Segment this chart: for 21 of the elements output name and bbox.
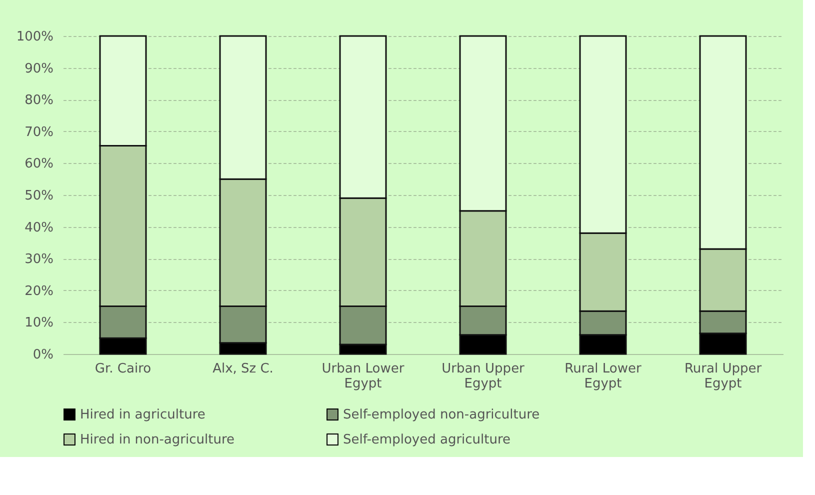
y-tick-label: 100% bbox=[16, 30, 54, 44]
y-tick-label: 50% bbox=[24, 188, 54, 204]
y-tick-label: 20% bbox=[24, 284, 54, 299]
y-tick-label: 60% bbox=[24, 156, 54, 172]
y-tick-label: 30% bbox=[24, 252, 54, 268]
legend-label: Self-employed non-agriculture bbox=[343, 408, 540, 423]
x-tick-label: Rural Lower Egypt bbox=[564, 362, 642, 392]
x-tick-label: Alx, Sz C. bbox=[212, 362, 274, 376]
legend-label: Hired in agriculture bbox=[80, 408, 206, 423]
legend-label: Hired in non-agriculture bbox=[80, 432, 235, 448]
y-tick-label: 40% bbox=[24, 220, 54, 236]
x-tick-label: Urban Upper Egypt bbox=[442, 362, 526, 392]
y-tick-label: 70% bbox=[24, 124, 54, 140]
x-tick-label: Gr. Cairo bbox=[94, 362, 152, 376]
y-tick-label: 10% bbox=[24, 316, 54, 331]
y-tick-label: 80% bbox=[24, 93, 54, 108]
y-tick-label: 90% bbox=[24, 61, 54, 76]
legend-label: Self-employed agriculture bbox=[343, 432, 511, 448]
x-tick-label: Urban Lower Egypt bbox=[322, 362, 405, 392]
y-tick-label: 0% bbox=[32, 348, 54, 362]
x-tick-label: Rural Upper Egypt bbox=[684, 362, 762, 392]
